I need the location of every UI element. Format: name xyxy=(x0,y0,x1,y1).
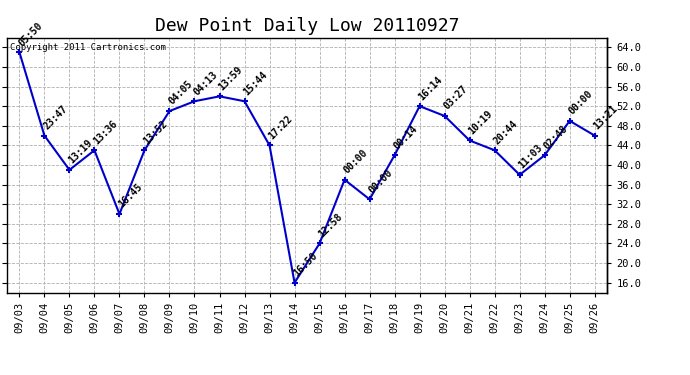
Text: 00:14: 00:14 xyxy=(392,123,420,151)
Text: 13:59: 13:59 xyxy=(217,64,244,92)
Text: 13:52: 13:52 xyxy=(141,118,170,146)
Text: 16:50: 16:50 xyxy=(292,251,319,279)
Text: 17:22: 17:22 xyxy=(266,113,295,141)
Text: 20:44: 20:44 xyxy=(492,118,520,146)
Text: 00:00: 00:00 xyxy=(366,167,395,195)
Text: 16:45: 16:45 xyxy=(117,182,144,210)
Text: 13:36: 13:36 xyxy=(92,118,119,146)
Text: 23:47: 23:47 xyxy=(41,104,70,131)
Text: 00:00: 00:00 xyxy=(342,148,370,176)
Text: 13:21: 13:21 xyxy=(592,104,620,131)
Text: 04:13: 04:13 xyxy=(192,69,219,97)
Text: Copyright 2011 Cartronics.com: Copyright 2011 Cartronics.com xyxy=(10,43,166,52)
Title: Dew Point Daily Low 20110927: Dew Point Daily Low 20110927 xyxy=(155,16,460,34)
Text: 13:19: 13:19 xyxy=(66,138,95,166)
Text: 00:00: 00:00 xyxy=(566,89,595,117)
Text: 02:48: 02:48 xyxy=(542,123,570,151)
Text: 10:19: 10:19 xyxy=(466,108,495,136)
Text: 15:44: 15:44 xyxy=(241,69,270,97)
Text: 04:05: 04:05 xyxy=(166,79,195,107)
Text: 05:50: 05:50 xyxy=(17,20,44,48)
Text: 16:14: 16:14 xyxy=(417,74,444,102)
Text: 11:03: 11:03 xyxy=(517,143,544,171)
Text: 03:27: 03:27 xyxy=(442,84,470,112)
Text: 12:58: 12:58 xyxy=(317,211,344,239)
